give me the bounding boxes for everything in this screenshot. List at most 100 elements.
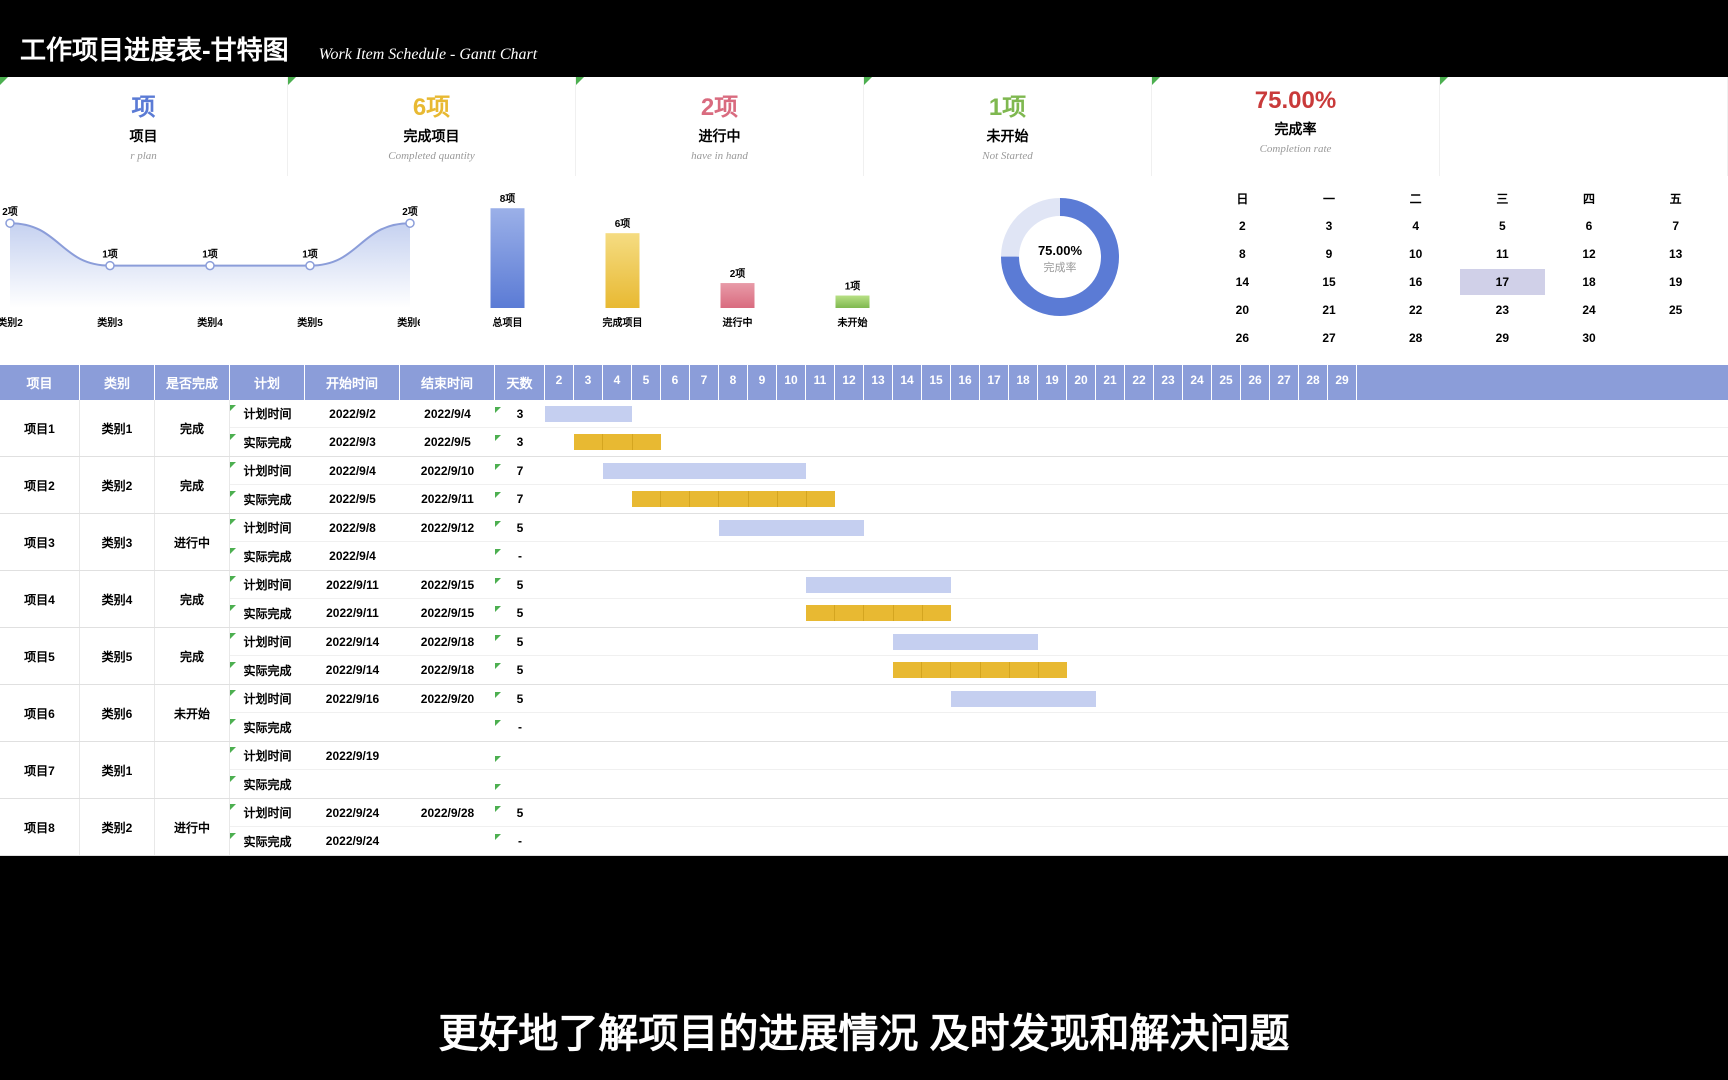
cal-day[interactable]: 30 <box>1547 325 1632 351</box>
gantt-header-cell[interactable]: 开始时间 <box>305 365 400 400</box>
kpi-card-2[interactable]: 2项 进行中 have in hand <box>576 77 864 176</box>
cal-day[interactable]: 10 <box>1373 241 1458 267</box>
gantt-bar <box>574 434 661 450</box>
donut-chart: 75.00% 完成率 <box>940 182 1180 332</box>
kpi-label: 进行中 <box>584 126 855 146</box>
cal-day[interactable]: 8 <box>1200 241 1285 267</box>
cal-day[interactable]: 14 <box>1200 269 1285 295</box>
gantt-header: 项目类别是否完成计划开始时间结束时间天数23456789101112131415… <box>0 365 1728 400</box>
gantt-proj: 项目8 <box>0 799 80 855</box>
gantt-plan-label: 计划时间 <box>230 690 305 707</box>
cal-weekday: 一 <box>1287 186 1372 211</box>
kpi-en: Completion rate <box>1160 143 1431 155</box>
gantt-actual-label: 实际完成 <box>230 434 305 451</box>
gantt-header-cell[interactable]: 天数 <box>495 365 545 400</box>
kpi-en: have in hand <box>584 150 855 162</box>
cal-day[interactable]: 28 <box>1373 325 1458 351</box>
gantt-row[interactable]: 项目3 类别3 进行中 计划时间 2022/9/8 2022/9/12 5 实际… <box>0 514 1728 571</box>
cal-day[interactable]: 23 <box>1460 297 1545 323</box>
gantt-day-header: 2 <box>545 365 574 400</box>
gantt-end: 2022/9/4 <box>400 407 495 421</box>
cal-day[interactable]: 21 <box>1287 297 1372 323</box>
gantt-row[interactable]: 项目5 类别5 完成 计划时间 2022/9/14 2022/9/18 5 实际… <box>0 628 1728 685</box>
gantt-row[interactable]: 项目6 类别6 未开始 计划时间 2022/9/16 2022/9/20 5 实… <box>0 685 1728 742</box>
gantt-plan-label: 计划时间 <box>230 633 305 650</box>
cal-day[interactable]: 18 <box>1547 269 1632 295</box>
cal-day[interactable]: 29 <box>1460 325 1545 351</box>
gantt-header-cell[interactable]: 是否完成 <box>155 365 230 400</box>
kpi-en: r plan <box>8 150 279 162</box>
gantt-day-header: 24 <box>1183 365 1212 400</box>
cal-day[interactable]: 27 <box>1287 325 1372 351</box>
gantt-start: 2022/9/14 <box>305 635 400 649</box>
gantt-day-header: 5 <box>632 365 661 400</box>
cal-day[interactable]: 5 <box>1460 213 1545 239</box>
cal-day[interactable]: 22 <box>1373 297 1458 323</box>
cal-day[interactable]: 9 <box>1287 241 1372 267</box>
gantt-row[interactable]: 项目2 类别2 完成 计划时间 2022/9/4 2022/9/10 7 实际完… <box>0 457 1728 514</box>
cal-day[interactable]: 20 <box>1200 297 1285 323</box>
cal-day[interactable]: 17 <box>1460 269 1545 295</box>
gantt-header-cell[interactable]: 计划 <box>230 365 305 400</box>
gantt-bar <box>893 662 1067 678</box>
gantt-header-cell[interactable]: 项目 <box>0 365 80 400</box>
gantt-row[interactable]: 项目8 类别2 进行中 计划时间 2022/9/24 2022/9/28 5 实… <box>0 799 1728 856</box>
gantt-day-header: 10 <box>777 365 806 400</box>
gantt-day-header: 3 <box>574 365 603 400</box>
cal-day[interactable]: 24 <box>1547 297 1632 323</box>
cal-day[interactable]: 6 <box>1547 213 1632 239</box>
cal-day[interactable]: 4 <box>1373 213 1458 239</box>
cal-day[interactable]: 13 <box>1633 241 1718 267</box>
gantt-proj: 项目4 <box>0 571 80 627</box>
gantt-start: 2022/9/24 <box>305 806 400 820</box>
calendar[interactable]: 2023年4月 日一二三四五23456789101112131415161718… <box>1190 182 1728 361</box>
gantt-plan-label: 计划时间 <box>230 405 305 422</box>
gantt-header-cell[interactable]: 类别 <box>80 365 155 400</box>
gantt-bar <box>719 520 864 536</box>
gantt-start: 2022/9/19 <box>305 749 400 763</box>
cal-day[interactable]: 19 <box>1633 269 1718 295</box>
kpi-card-0[interactable]: 项 项目 r plan <box>0 77 288 176</box>
svg-text:2项: 2项 <box>2 206 18 218</box>
gantt-row[interactable]: 项目7 类别1 计划时间 2022/9/19 实际完成 <box>0 742 1728 799</box>
cal-day[interactable]: 7 <box>1633 213 1718 239</box>
kpi-card-4[interactable]: 75.00% 完成率 Completion rate <box>1152 77 1440 176</box>
cal-day[interactable]: 16 <box>1373 269 1458 295</box>
svg-text:75.00%: 75.00% <box>1038 243 1083 258</box>
gantt-status: 进行中 <box>155 514 230 570</box>
cal-day[interactable]: 25 <box>1633 297 1718 323</box>
gantt-day-header: 18 <box>1009 365 1038 400</box>
gantt-start: 2022/9/3 <box>305 435 400 449</box>
gantt-days: 5 <box>495 635 545 649</box>
gantt-cat: 类别1 <box>80 400 155 456</box>
gantt-start: 2022/9/14 <box>305 663 400 677</box>
gantt-row[interactable]: 项目4 类别4 完成 计划时间 2022/9/11 2022/9/15 5 实际… <box>0 571 1728 628</box>
gantt-plan-label: 计划时间 <box>230 576 305 593</box>
gantt-start: 2022/9/24 <box>305 834 400 848</box>
gantt-cat: 类别2 <box>80 799 155 855</box>
gantt-cat: 类别1 <box>80 742 155 798</box>
kpi-label: 完成率 <box>1160 119 1431 139</box>
svg-text:1项: 1项 <box>102 249 118 261</box>
page-title: 工作项目进度表-甘特图 <box>20 30 289 67</box>
kpi-value: 项 <box>8 87 279 122</box>
cal-day[interactable]: 11 <box>1460 241 1545 267</box>
gantt-header-cell[interactable]: 结束时间 <box>400 365 495 400</box>
gantt-row[interactable]: 项目1 类别1 完成 计划时间 2022/9/2 2022/9/4 3 实际完成… <box>0 400 1728 457</box>
cal-day[interactable]: 26 <box>1200 325 1285 351</box>
gantt-start: 2022/9/11 <box>305 606 400 620</box>
gantt-day-header: 19 <box>1038 365 1067 400</box>
svg-text:未开始: 未开始 <box>837 316 868 329</box>
gantt-proj: 项目3 <box>0 514 80 570</box>
kpi-card-1[interactable]: 6项 完成项目 Completed quantity <box>288 77 576 176</box>
cal-day[interactable]: 3 <box>1287 213 1372 239</box>
kpi-card-3[interactable]: 1项 未开始 Not Started <box>864 77 1152 176</box>
gantt-bar <box>806 577 951 593</box>
cal-day[interactable]: 2 <box>1200 213 1285 239</box>
gantt-bar <box>806 605 951 621</box>
gantt-day-header: 22 <box>1125 365 1154 400</box>
cal-day[interactable]: 12 <box>1547 241 1632 267</box>
cal-day[interactable]: 15 <box>1287 269 1372 295</box>
svg-text:进行中: 进行中 <box>723 316 753 329</box>
gantt-status: 完成 <box>155 571 230 627</box>
